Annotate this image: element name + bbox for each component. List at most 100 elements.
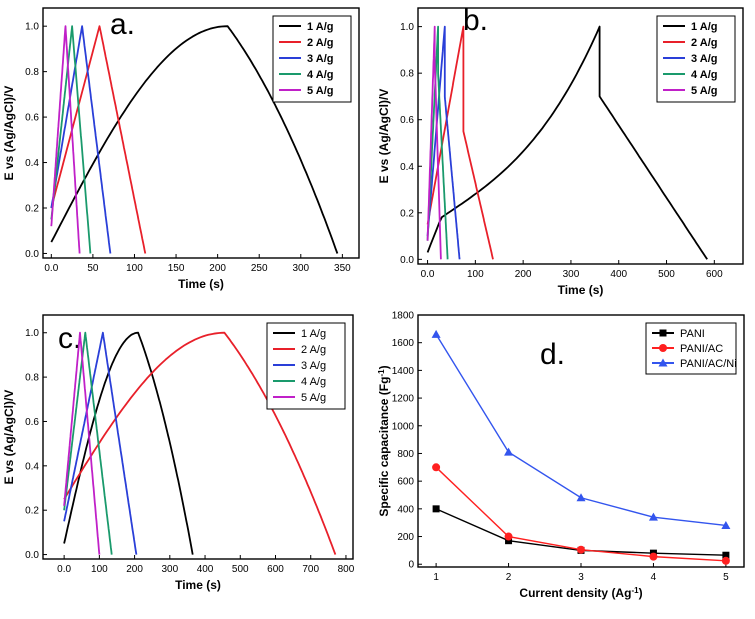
- panel-letter: b.: [463, 4, 488, 37]
- y-tick-label: 1600: [392, 338, 415, 349]
- x-axis-label: Time (s): [178, 277, 224, 291]
- legend-label: 1 A/g: [307, 21, 334, 33]
- x-tick-label: 0.0: [44, 263, 58, 274]
- data-point: [721, 520, 731, 529]
- legend-marker: [659, 344, 667, 352]
- y-tick-label: 800: [397, 449, 414, 460]
- gcd-curve: [50, 25, 147, 254]
- legend-label: 3 A/g: [307, 53, 334, 65]
- x-tick-label: 300: [563, 269, 580, 280]
- x-axis-label: Current density (Ag-1): [519, 586, 642, 601]
- x-tick-label: 100: [126, 263, 143, 274]
- y-tick-label: 0.6: [25, 113, 39, 124]
- y-tick-label: 400: [397, 504, 414, 515]
- y-tick-label: 0.8: [25, 67, 39, 78]
- gcd-curve: [426, 25, 449, 260]
- x-tick-label: 500: [232, 564, 249, 575]
- gcd-curve: [426, 25, 461, 260]
- y-tick-label: 0.2: [25, 204, 39, 215]
- x-tick-label: 250: [251, 263, 268, 274]
- y-tick-label: 0.2: [25, 506, 39, 517]
- gcd-curve: [50, 25, 81, 254]
- panel-c: 0.0 100 200 300 400 500 600 700 800 0.0 0.2 0.4 0.6 0…: [2, 314, 355, 592]
- panel-d: 1 2 3 4 5 0 200 400 600 800 1000 1200 1400 1600 1800 Cu…: [377, 311, 745, 601]
- x-tick-label: 600: [267, 564, 284, 575]
- y-tick-label: 0.8: [25, 373, 39, 384]
- x-tick-label: 150: [168, 263, 185, 274]
- y-tick-label: 600: [397, 477, 414, 488]
- x-axis-label-end: ): [639, 586, 643, 600]
- x-tick-label: 100: [91, 564, 108, 575]
- legend: 1 A/g 2 A/g 3 A/g 4 A/g 5 A/g: [266, 322, 346, 410]
- plot-frame: [417, 7, 744, 265]
- gcd-curve: [50, 25, 92, 254]
- data-point: [722, 551, 730, 559]
- x-tick-label: 100: [467, 269, 484, 280]
- legend-label: 2 A/g: [307, 37, 334, 49]
- legend-label: 3 A/g: [691, 53, 718, 65]
- y-axis-label: E vs (Ag/AgCl)/V: [2, 86, 16, 181]
- x-tick-label: 500: [658, 269, 675, 280]
- x-tick-label: 50: [87, 263, 99, 274]
- y-axis-label-sup: -1: [377, 369, 386, 377]
- legend-label: 2 A/g: [691, 37, 718, 49]
- y-tick-label: 1.0: [25, 328, 39, 339]
- x-tick-label: 400: [610, 269, 627, 280]
- gcd-curve: [426, 25, 442, 260]
- legend-label: 3 A/g: [301, 360, 326, 372]
- x-tick-label: 3: [578, 572, 584, 583]
- x-tick-label: 5: [723, 572, 729, 583]
- legend-label: 5 A/g: [301, 392, 326, 404]
- x-tick-label: 800: [338, 564, 355, 575]
- data-point: [504, 532, 513, 541]
- legend-marker: [659, 329, 667, 337]
- y-tick-label: 1200: [392, 394, 415, 405]
- y-tick-label: 1.0: [25, 22, 39, 33]
- x-tick-label: 600: [706, 269, 723, 280]
- y-tick-label: 0.0: [400, 255, 414, 266]
- x-tick-label: 300: [161, 564, 178, 575]
- y-tick-label: 1800: [392, 311, 415, 322]
- x-tick-label: 2: [506, 572, 512, 583]
- legend-marker: [658, 358, 668, 367]
- x-tick-label: 200: [515, 269, 532, 280]
- panel-letter: d.: [540, 338, 565, 371]
- y-tick-label: 1400: [392, 366, 415, 377]
- plot-area: [431, 329, 731, 565]
- y-tick-label: 0.6: [25, 417, 39, 428]
- x-tick-label: 1: [433, 572, 439, 583]
- y-tick-label: 0.2: [400, 208, 414, 219]
- plot-area: [50, 25, 339, 254]
- x-tick-label: 300: [292, 263, 309, 274]
- x-tick-label: 400: [197, 564, 214, 575]
- legend-label: PANI/AC: [680, 343, 723, 355]
- gcd-curve: [63, 331, 337, 555]
- y-tick-label: 0: [408, 560, 414, 571]
- plot-frame: [42, 7, 360, 259]
- legend-label: 1 A/g: [301, 328, 326, 340]
- data-point: [505, 537, 513, 545]
- legend: 1 A/g 2 A/g 3 A/g 4 A/g 5 A/g: [272, 15, 352, 103]
- legend-label: 5 A/g: [307, 85, 334, 97]
- legend-label: 4 A/g: [691, 69, 718, 81]
- y-axis-label: Specific capacitance (Fg-1): [377, 365, 392, 516]
- legend: PANI PANI/AC PANI/AC/Ni: [645, 322, 737, 375]
- legend-label: 5 A/g: [691, 85, 718, 97]
- y-tick-label: 1.0: [400, 22, 414, 33]
- data-point: [649, 552, 658, 561]
- plot-area: [426, 25, 708, 260]
- y-tick-label: 0.4: [25, 158, 39, 169]
- data-point: [432, 463, 441, 472]
- data-point: [576, 493, 586, 502]
- x-tick-label: 700: [302, 564, 319, 575]
- data-point: [431, 329, 441, 338]
- legend-label: PANI: [680, 328, 705, 340]
- gcd-curve: [63, 331, 113, 555]
- plot-frame: [42, 314, 354, 560]
- x-tick-label: 0.0: [57, 564, 71, 575]
- y-axis-label: E vs (Ag/AgCl)/V: [2, 390, 16, 485]
- gcd-curve: [426, 25, 708, 260]
- data-point: [648, 512, 658, 521]
- panel-a: 0.0 50 100 150 200 250 300 350 0.0 0.2 0.4 0.6 0.8 1.…: [2, 7, 360, 291]
